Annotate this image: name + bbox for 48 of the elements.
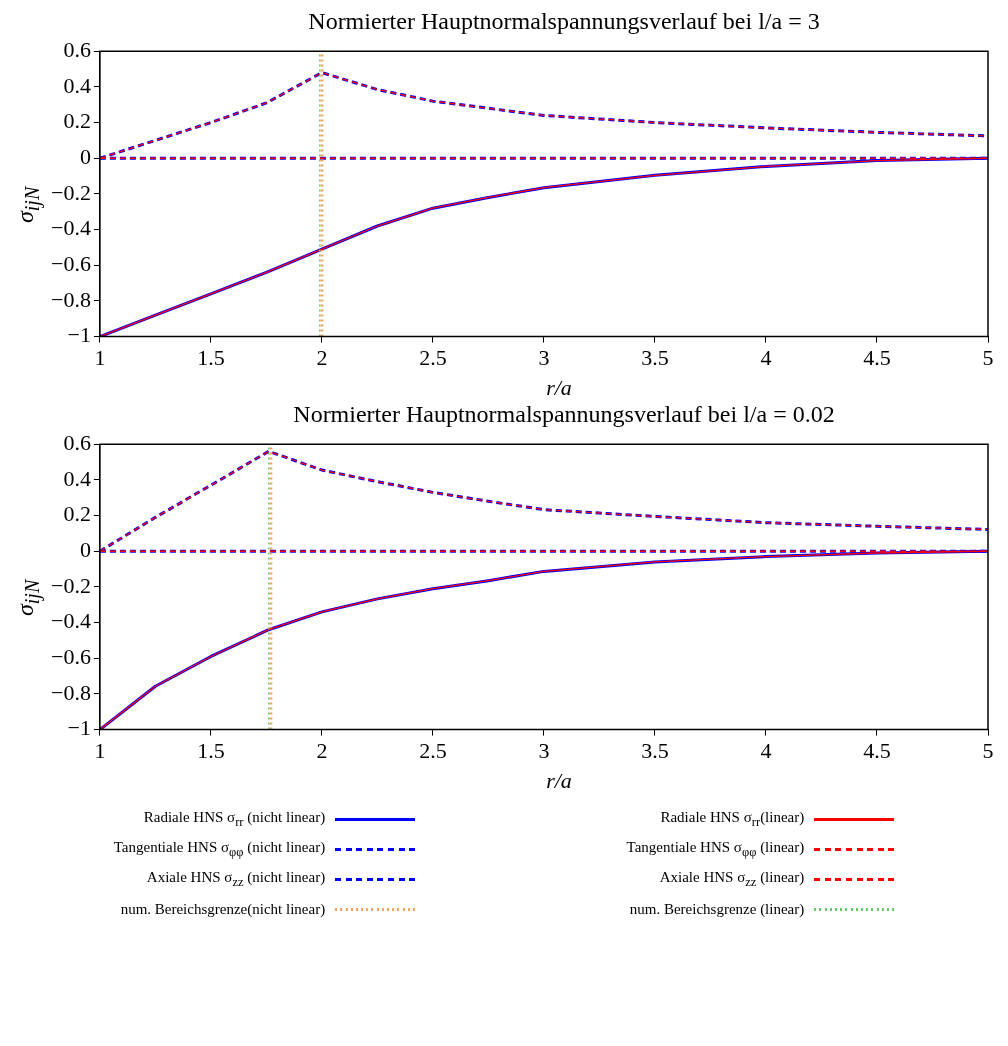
y-tick-label: 0.2	[63, 501, 91, 527]
x-tick-label: 4	[760, 344, 772, 370]
x-axis-title: r/a	[545, 768, 573, 794]
legend-label: Radiale HNS σ$_{rr}$ (nicht linear)	[143, 808, 326, 830]
x-tick-label: 2	[316, 737, 328, 763]
chart-title: Normierter Hauptnormalspannungsverlauf bei l/a = 0.02	[292, 401, 836, 428]
y-tick-label: −0.8	[50, 679, 91, 705]
y-tick-label: −0.4	[50, 215, 91, 241]
x-tick-label: 5	[982, 344, 994, 370]
x-tick-label: 1	[94, 737, 106, 763]
x-tick-label: 4	[760, 737, 772, 763]
x-tick-label: 4.5	[863, 344, 891, 370]
legend-label: num. Bereichsgrenze(nicht linear)	[120, 900, 326, 918]
y-tick-label: 0	[79, 144, 91, 170]
x-axis-title: r/a	[545, 375, 573, 401]
y-tick-label: −0.8	[50, 286, 91, 312]
x-tick-label: 1	[94, 344, 106, 370]
y-tick-label: 0.6	[63, 36, 91, 62]
x-tick-label: 2.5	[419, 344, 447, 370]
legend-label: num. Bereichsgrenze (linear)	[629, 900, 805, 918]
x-tick-label: 3.5	[641, 344, 669, 370]
legend-label: Tangentiale HNS σ$_{φφ}$ (linear)	[626, 838, 805, 860]
legend-label: Axiale HNS σ$_{zz}$ (nicht linear)	[146, 868, 326, 890]
y-tick-label: 0.2	[63, 108, 91, 134]
legend-label: Tangentiale HNS σ$_{φφ}$ (nicht linear)	[113, 838, 326, 860]
y-tick-label: 0.4	[63, 465, 91, 491]
y-tick-label: −0.2	[50, 572, 91, 598]
y-tick-label: −0.2	[50, 179, 91, 205]
chart-title: Normierter Hauptnormalspannungsverlauf bei l/a = 3	[307, 8, 821, 35]
x-tick-label: 3	[538, 737, 550, 763]
legend-label: Axiale HNS σ$_{zz}$ (linear)	[659, 868, 805, 890]
y-tick-label: 0	[79, 537, 91, 563]
x-tick-label: 2.5	[419, 737, 447, 763]
y-tick-label: −1	[67, 322, 91, 348]
x-tick-label: 5	[982, 737, 994, 763]
y-tick-label: −0.6	[50, 251, 91, 277]
x-tick-label: 1.5	[197, 737, 225, 763]
x-tick-label: 2	[316, 344, 328, 370]
y-tick-label: −0.4	[50, 608, 91, 634]
legend-label: Radiale HNS σ$_{rr}$(linear)	[660, 808, 805, 830]
x-tick-label: 3	[538, 344, 550, 370]
y-tick-label: 0.6	[63, 429, 91, 455]
y-tick-label: −0.6	[50, 644, 91, 670]
x-tick-label: 4.5	[863, 737, 891, 763]
x-tick-label: 3.5	[641, 737, 669, 763]
y-tick-label: −1	[67, 715, 91, 741]
x-tick-label: 1.5	[197, 344, 225, 370]
y-tick-label: 0.4	[63, 72, 91, 98]
